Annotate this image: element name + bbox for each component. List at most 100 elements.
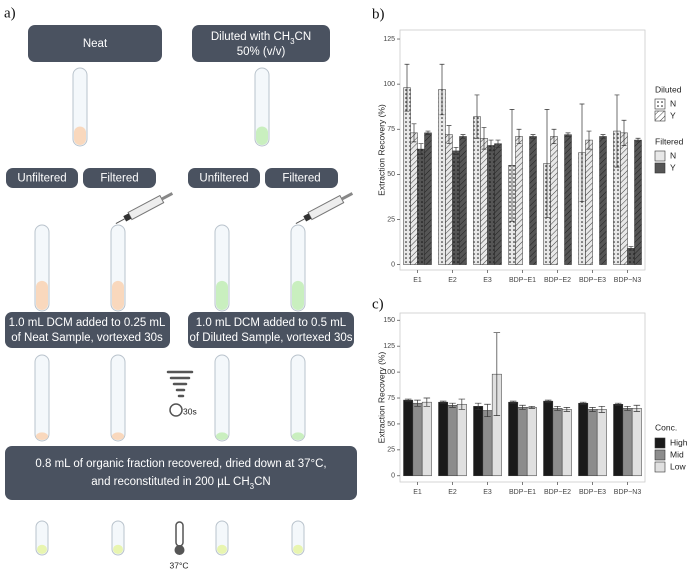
y-tick-label: 100 (383, 81, 395, 88)
error-bar (563, 407, 571, 412)
step-text: of Diluted Sample, vortexed 30s (189, 332, 352, 344)
text-part: Diluted with CH (211, 31, 290, 43)
tube-liquid (36, 432, 48, 440)
tube-liquid (112, 280, 124, 310)
step-text: 1.0 mL DCM added to 0.5 mL (196, 317, 347, 329)
x-tick-label: E1 (413, 277, 422, 284)
tube (110, 354, 126, 442)
step-text: 1.0 mL DCM added to 0.25 mL (9, 317, 166, 329)
bar (578, 402, 589, 477)
error-bar (509, 400, 517, 404)
error-bar (509, 109, 515, 222)
bar (587, 409, 598, 477)
legend-pattern (655, 99, 665, 109)
error-bar (635, 137, 641, 143)
error-bar (449, 402, 456, 408)
step-text: of Neat Sample, vortexed 30s (11, 332, 163, 344)
panel-label: c) (372, 296, 384, 312)
x-tick-label: E1 (413, 489, 422, 496)
bar-pattern (515, 136, 523, 265)
error-bar (516, 128, 522, 145)
y-tick-label: 75 (387, 395, 395, 402)
error-bar (614, 94, 620, 168)
x-tick-label: BDP−E3 (579, 489, 606, 496)
legend-label: Low (670, 461, 686, 471)
y-tick-label: 0 (391, 473, 395, 480)
tube-liquid (36, 280, 48, 310)
filter-label: Filtered (282, 173, 320, 185)
tube-liquid (113, 544, 123, 554)
legend-swatch (654, 449, 666, 461)
legend-title: Diluted (655, 84, 682, 94)
syringe-tip (123, 213, 132, 222)
error-bar (446, 125, 452, 145)
x-tick-label: E3 (483, 277, 492, 284)
error-bar (551, 128, 557, 145)
bar (543, 400, 554, 477)
x-tick-label: BDP−E2 (544, 277, 571, 284)
tube-liquid (256, 126, 268, 145)
error-bar (565, 132, 571, 137)
timer-icon (169, 403, 183, 417)
bar (508, 401, 519, 477)
filter-label: Unfiltered (199, 173, 248, 185)
error-bar (598, 405, 606, 413)
legend-label: Mid (670, 449, 684, 459)
filter-box (265, 168, 338, 188)
tube-liquid (112, 432, 124, 440)
syringe-barrel (307, 194, 345, 221)
error-bar (423, 397, 431, 407)
step-box (188, 312, 354, 348)
legend-swatch (654, 437, 666, 449)
y-axis-title: Extraction Recovery (%) (376, 352, 386, 444)
error-bar (418, 143, 424, 155)
bar (438, 401, 449, 477)
bar-pattern (578, 152, 586, 265)
syringe-plunger (341, 192, 354, 201)
error-bar (439, 400, 447, 404)
error-bar (544, 399, 552, 403)
error-bar (414, 399, 421, 407)
bar-pattern (410, 132, 418, 265)
vortex-icon (166, 370, 194, 398)
filter-box (83, 168, 156, 188)
legend-label: N (670, 150, 676, 160)
bar-pattern (529, 136, 537, 265)
error-bar (474, 94, 480, 139)
step-box (5, 446, 357, 500)
bar (482, 410, 493, 477)
x-tick-label: E2 (448, 277, 457, 284)
y-tick-label: 75 (387, 126, 395, 133)
error-bar (614, 402, 622, 406)
legend-title: Filtered (655, 136, 684, 146)
error-bar (579, 401, 587, 405)
bar-pattern (424, 132, 432, 265)
error-bar (621, 119, 627, 146)
error-bar (425, 130, 431, 136)
panel-label: a) (4, 5, 16, 21)
legend-swatch (654, 461, 666, 473)
text-part: CN (254, 476, 271, 488)
bar (456, 403, 467, 477)
sample-label: Neat (83, 38, 108, 50)
legend-label: Y (670, 162, 676, 172)
y-tick-label: 125 (383, 343, 395, 350)
legend-label: N (670, 98, 676, 108)
bar (526, 407, 537, 477)
bar-pattern (417, 149, 425, 265)
error-bar (628, 246, 634, 251)
bar (622, 408, 633, 477)
bar (447, 405, 458, 477)
step-box (5, 312, 170, 348)
tube-liquid (293, 544, 303, 554)
subscript: 3 (290, 37, 295, 46)
filter-box (188, 168, 260, 188)
y-tick-label: 25 (387, 216, 395, 223)
bar (517, 407, 528, 477)
syringe-needle (115, 218, 125, 224)
tube-liquid (292, 280, 304, 310)
tube-liquid (292, 432, 304, 440)
sample-box (192, 25, 330, 62)
error-bar (439, 63, 445, 116)
text-part: CN (295, 31, 312, 43)
